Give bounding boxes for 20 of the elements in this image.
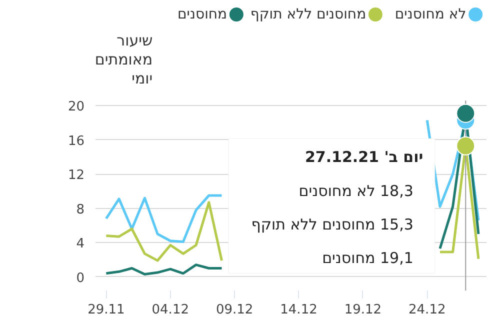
y-tick-label: 4 [76,236,85,252]
y-tick-label: 16 [68,134,85,149]
y-tick-label: 8 [76,202,85,218]
annotation: 18,3 לא מחוסנים [298,182,414,200]
x-tick-label: 09.12 [216,302,254,318]
annotation: יום ב' 27.12.21 [304,148,424,166]
legend-label: מחוסנים [177,6,228,22]
y-tick-label: 0 [76,270,85,286]
y-tick-label: 20 [68,100,85,115]
x-tick-label: 29.11 [88,302,125,318]
legend-label: לא מחוסנים [394,6,466,22]
y-axis-title: שיעור מאומתים יומי [94,32,153,88]
x-tick-label: 14.12 [280,302,318,318]
legend-label: מחוסנים ללא תוקף [250,6,366,22]
y-tick-label: 12 [68,168,85,184]
x-tick-label: 19.12 [344,302,382,318]
annotation: 15,3 מחוסנים ללא תוקף [251,216,414,234]
x-tick-label: 24.12 [408,302,446,318]
annotation: 19,1 מחוסנים [322,249,414,268]
x-tick-label: 04.12 [152,302,189,318]
